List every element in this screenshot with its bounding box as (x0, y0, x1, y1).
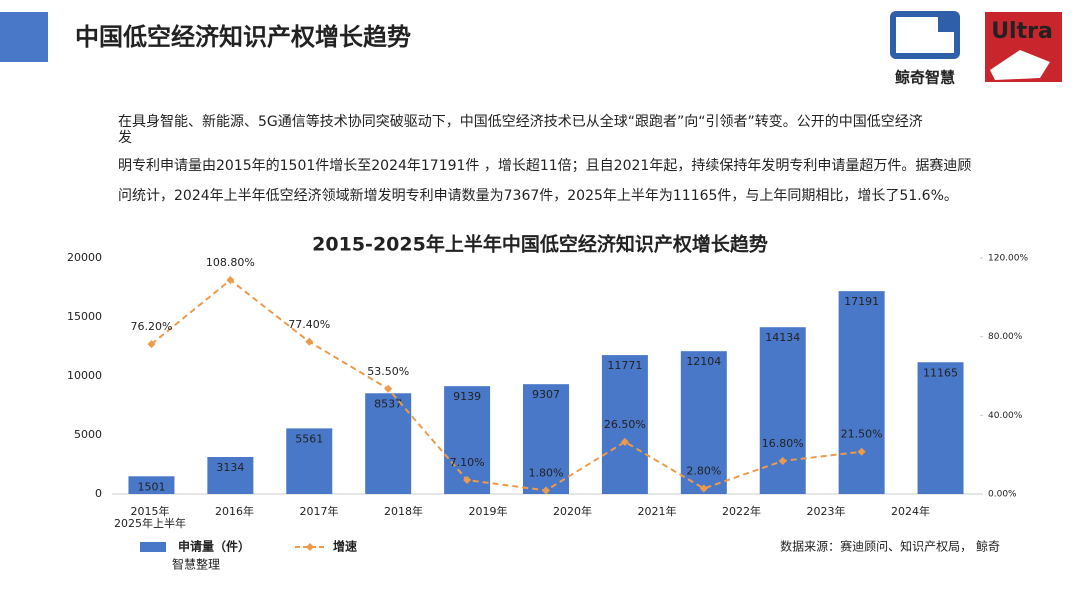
slide-title: 中国低空经济知识产权增长趋势 (75, 23, 411, 51)
logo-shape (938, 14, 958, 32)
y2-tick-label: 80.00% (988, 332, 1023, 342)
growth-marker (147, 340, 156, 349)
bar-value-label: 14134 (765, 331, 800, 344)
growth-marker (463, 476, 472, 485)
chart-title: 2015-2025年上半年中国低空经济知识产权增长趋势 (312, 233, 768, 256)
growth-value-label: 21.50% (841, 428, 883, 441)
y-tick-label: 10000 (67, 369, 102, 382)
y-tick-label: 5000 (74, 428, 102, 441)
growth-value-label: 7.10% (450, 456, 485, 469)
paragraph-line: 在具身智能、新能源、5G通信等技术协同突破驱动下，中国低空经济技术已从全球“跟跑… (118, 113, 923, 130)
y2-tick-label: 40.00% (988, 411, 1023, 421)
x-tick-label: 2025年上半年 (114, 516, 186, 530)
y-tick-label: 15000 (67, 310, 102, 323)
bar (444, 386, 491, 494)
y-tick-label: 20000 (67, 251, 102, 264)
y2-tick-label: 0.00% (988, 490, 1017, 500)
x-tick-label: 2020年 (553, 504, 592, 518)
bar (286, 428, 333, 494)
bar (759, 327, 806, 494)
growth-value-label: 108.80% (206, 256, 255, 269)
logo-shape (890, 11, 960, 59)
growth-value-label: 53.50% (367, 365, 409, 378)
legend-label: 申请量（件） (178, 539, 250, 554)
x-tick-label: 2022年 (722, 504, 761, 518)
bar (838, 291, 885, 494)
bar (207, 457, 254, 494)
x-tick-label: 2024年 (891, 504, 930, 518)
growth-marker (226, 276, 235, 285)
legend-swatch (140, 542, 166, 552)
growth-marker (542, 486, 550, 495)
bar-value-label: 5561 (295, 432, 323, 445)
growth-marker (620, 437, 629, 446)
growth-marker (778, 456, 787, 465)
growth-value-label: 77.40% (288, 318, 330, 331)
bar-value-label: 12104 (686, 355, 721, 368)
y-tick-label: 0 (95, 487, 102, 500)
y2-tick-label: 120.00% (988, 254, 1028, 264)
x-tick-label: 2016年 (215, 504, 254, 518)
ultra-logo: Ultra (985, 12, 1062, 82)
x-tick-label: 2015年 (131, 504, 170, 518)
brand-name: 鲸奇智慧 (895, 69, 955, 87)
bar (601, 355, 648, 494)
bar-value-label: 11771 (607, 359, 642, 372)
x-tick-label: 2017年 (300, 504, 339, 518)
growth-marker (699, 484, 708, 493)
x-tick-label: 2021年 (638, 504, 677, 518)
source-note: 数据来源：赛迪顾问、知识产权局， 鲸奇 (780, 539, 1000, 554)
bar-value-label: 11165 (923, 366, 958, 379)
growth-value-label: 76.20% (130, 320, 172, 333)
growth-value-label: 26.50% (604, 418, 646, 431)
brand-logo: 鲸奇智慧 (890, 11, 960, 87)
paragraph-line: 明专利申请量由2015年的1501件增长至2024年17191件 ，增长超11倍… (118, 157, 971, 174)
growth-value-label: 2.80% (686, 464, 721, 477)
paragraph-line: 问统计，2024年上半年低空经济领域新增发明专利申请数量为7367件，2025年… (118, 188, 958, 204)
bar (917, 362, 964, 494)
legend-swatch (306, 543, 314, 551)
bar-value-label: 1501 (137, 480, 165, 493)
bar-value-label: 9307 (532, 388, 560, 401)
bar (680, 351, 727, 494)
title-block (0, 12, 48, 62)
x-tick-label: 2018年 (384, 504, 423, 518)
growth-marker (857, 447, 866, 456)
bar-value-label: 8537 (374, 397, 402, 410)
bar-value-label: 3134 (216, 461, 244, 474)
growth-value-label: 16.80% (762, 437, 804, 450)
bar-value-label: 17191 (844, 295, 879, 308)
growth-marker (384, 384, 393, 393)
bar (365, 393, 412, 494)
paragraph-line: 发 (118, 130, 132, 146)
bar-value-label: 9139 (453, 390, 481, 403)
legend-label: 增速 (333, 539, 357, 554)
x-tick-label: 2023年 (807, 504, 846, 518)
logo-shape (990, 50, 1050, 80)
source-note: 智慧整理 (172, 557, 220, 572)
growth-marker (305, 337, 314, 346)
bar (523, 384, 569, 494)
growth-value-label: 1.80% (529, 466, 564, 479)
x-tick-label: 2019年 (469, 504, 508, 518)
logo-text: Ultra (991, 19, 1053, 44)
bar (128, 476, 175, 494)
growth-line (150, 278, 862, 492)
